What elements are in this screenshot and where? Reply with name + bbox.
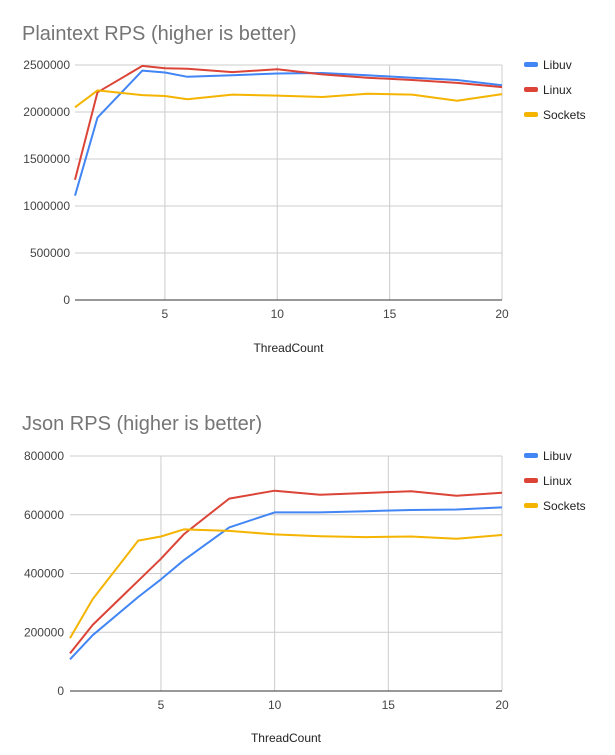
- json-y-tick-label: 800000: [24, 449, 64, 463]
- json-x-axis-label: ThreadCount: [251, 731, 322, 745]
- plaintext-y-tick-label: 500000: [30, 246, 70, 260]
- plaintext-legend-item-libuv[interactable]: Libuv: [524, 58, 572, 72]
- plaintext-x-tick-label: 20: [495, 307, 509, 321]
- plaintext-legend-label: Libuv: [543, 58, 572, 72]
- plaintext-legend-item-linux[interactable]: Linux: [524, 83, 572, 97]
- plaintext-legend-swatch: [524, 112, 538, 117]
- json-legend-item-linux[interactable]: Linux: [524, 474, 572, 488]
- json-chart-title: Json RPS (higher is better): [22, 413, 262, 435]
- json-y-tick-label: 600000: [24, 508, 64, 522]
- plaintext-legend-swatch: [524, 62, 538, 67]
- json-y-tick-label: 200000: [24, 625, 64, 639]
- plaintext-legend-label: Linux: [543, 83, 572, 97]
- plaintext-y-tick-label: 2500000: [23, 58, 70, 72]
- json-legend-swatch: [524, 503, 538, 508]
- plaintext-x-tick-label: 15: [383, 307, 397, 321]
- plaintext-rps-chart: Plaintext RPS (higher is better) 0 500000 1…: [22, 23, 586, 355]
- plaintext-legend-label: Sockets: [543, 108, 586, 122]
- json-y-tick-label: 400000: [24, 567, 64, 581]
- json-rps-chart: Json RPS (higher is better) 0 200000 400000…: [22, 413, 586, 745]
- json-series-line-linux: [69, 489, 503, 655]
- plaintext-series-line-libuv: [74, 69, 503, 196]
- json-y-tick-label: 0: [57, 684, 64, 698]
- json-legend-item-sockets[interactable]: Sockets: [524, 499, 586, 513]
- json-legend-item-libuv[interactable]: Libuv: [524, 449, 572, 463]
- plaintext-y-tick-label: 1500000: [23, 152, 70, 166]
- json-x-tick-label: 5: [158, 698, 165, 712]
- json-legend-swatch: [524, 478, 538, 483]
- plaintext-chart-title: Plaintext RPS (higher is better): [22, 23, 297, 45]
- plaintext-series-line-sockets: [74, 89, 503, 109]
- plaintext-y-tick-label: 0: [63, 293, 70, 307]
- plaintext-legend-item-sockets[interactable]: Sockets: [524, 108, 586, 122]
- plaintext-x-tick-label: 5: [162, 307, 169, 321]
- json-series-line-sockets: [69, 528, 503, 639]
- json-legend-label: Linux: [543, 474, 572, 488]
- json-series-line-libuv: [69, 506, 503, 660]
- plaintext-y-tick-label: 1000000: [23, 199, 70, 213]
- plaintext-x-axis-label: ThreadCount: [253, 341, 324, 355]
- plaintext-y-tick-label: 2000000: [23, 105, 70, 119]
- json-x-tick-label: 10: [268, 698, 282, 712]
- json-legend-label: Libuv: [543, 449, 572, 463]
- json-legend-label: Sockets: [543, 499, 586, 513]
- plaintext-series-line-linux: [74, 64, 503, 180]
- plaintext-legend-swatch: [524, 87, 538, 92]
- json-legend-swatch: [524, 453, 538, 458]
- json-x-tick-label: 15: [382, 698, 396, 712]
- json-x-tick-label: 20: [495, 698, 509, 712]
- plaintext-x-tick-label: 10: [271, 307, 285, 321]
